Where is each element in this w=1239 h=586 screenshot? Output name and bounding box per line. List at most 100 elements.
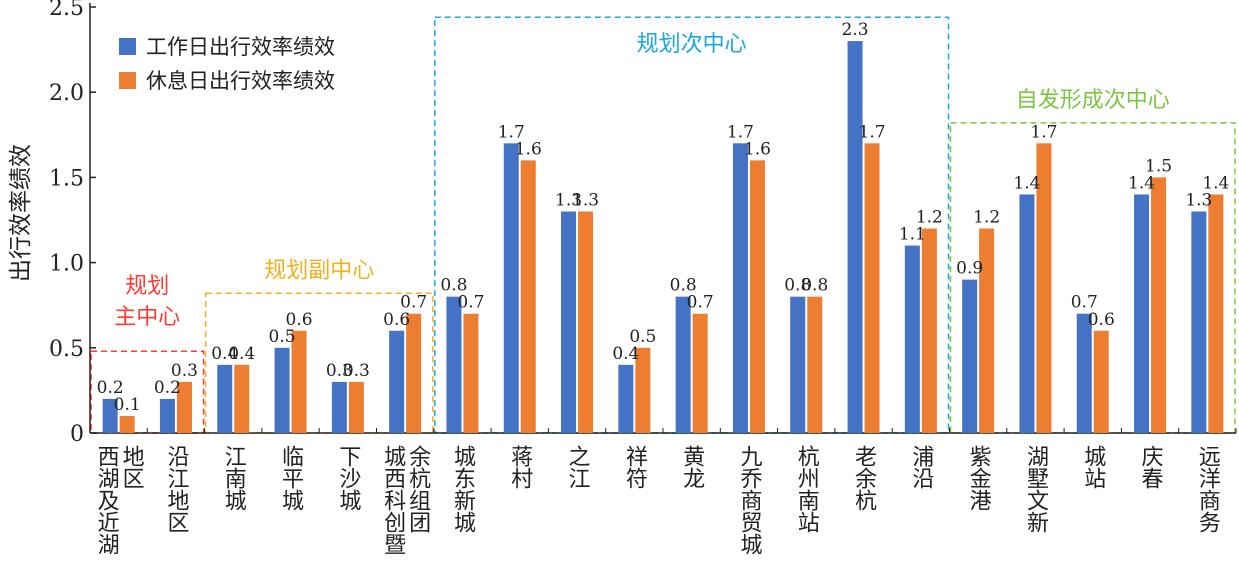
- bar-restday: [749, 160, 765, 434]
- y-tick-label: 0: [70, 422, 84, 447]
- bar-restday: [348, 381, 364, 433]
- category-label: 临平城: [278, 445, 304, 511]
- legend-label-restday: 休息日出行效率绩效: [146, 69, 335, 93]
- bar-workday: [102, 398, 118, 433]
- bar-restday: [979, 228, 995, 433]
- data-label-workday: 0.4: [612, 344, 639, 364]
- data-label-workday: 1.7: [498, 122, 525, 142]
- y-axis-label: 出行效率绩效: [8, 144, 34, 282]
- data-label-restday: 1.6: [744, 139, 771, 159]
- legend-swatch-workday: [119, 38, 136, 55]
- category-labels-layer: 西湖及近湖 地区 沿江地区 江南城 临平城 下沙城 城西科创暨 余杭组团 城东新城 蒋村 之江 祥符黄…: [94, 445, 1221, 555]
- bar-workday: [904, 245, 920, 433]
- bar-restday: [921, 228, 937, 433]
- data-label-workday: 1.3: [1185, 190, 1212, 210]
- bar-workday: [618, 364, 634, 433]
- category-label: 黄龙: [679, 445, 705, 489]
- category-label: 紫金港: [966, 445, 992, 511]
- y-tick-label: 1.5: [49, 166, 84, 191]
- category-label: 之江: [565, 445, 591, 489]
- category-label: 江南城: [221, 445, 247, 511]
- data-label-restday: 0.4: [228, 344, 255, 364]
- y-tick-label: 1.0: [49, 252, 84, 277]
- bar-workday: [274, 347, 290, 433]
- data-label-restday: 0.3: [171, 361, 198, 381]
- category-label: 余杭组团: [405, 445, 431, 533]
- data-label-workday: 0.9: [956, 259, 983, 279]
- data-label-restday: 0.7: [400, 293, 427, 313]
- data-label-restday: 1.4: [1202, 173, 1229, 193]
- bar-workday: [847, 41, 863, 433]
- data-label-workday: 0.5: [269, 327, 296, 347]
- data-label-restday: 1.5: [1145, 156, 1172, 176]
- data-label-workday: 0.8: [784, 276, 811, 296]
- category-label: 老余杭: [851, 445, 877, 511]
- bar-restday: [578, 211, 594, 433]
- bar-restday: [692, 313, 708, 433]
- data-label-restday: 0.3: [343, 361, 370, 381]
- bar-restday: [635, 347, 651, 433]
- category-label: 浦沿: [908, 445, 934, 489]
- data-label-workday: 1.7: [727, 122, 754, 142]
- bar-restday: [1093, 330, 1109, 433]
- bar-restday: [1151, 177, 1167, 433]
- data-label-workday: 0.4: [211, 344, 238, 364]
- category-label: 杭州南站: [794, 445, 820, 533]
- bar-restday: [520, 160, 536, 434]
- data-label-restday: 0.6: [286, 310, 313, 330]
- data-label-workday: 1.4: [1013, 173, 1040, 193]
- bar-restday: [1036, 143, 1052, 433]
- bar-workday: [217, 364, 233, 433]
- y-tick-label: 2.5: [49, 0, 84, 21]
- bar-restday: [1208, 194, 1224, 433]
- bars-layer: [102, 41, 1224, 434]
- data-label-workday: 0.7: [1071, 293, 1098, 313]
- data-label-restday: 1.3: [572, 190, 599, 210]
- group-label: 主中心: [114, 305, 180, 330]
- group-label: 规划次中心: [637, 32, 747, 57]
- data-label-workday: 0.8: [440, 276, 467, 296]
- data-label-workday: 1.1: [899, 225, 926, 245]
- group-box: [949, 122, 1236, 434]
- bar-workday: [1134, 194, 1150, 433]
- group-box: [434, 16, 950, 434]
- bar-restday: [406, 313, 422, 433]
- bar-restday: [234, 364, 250, 433]
- bar-restday: [119, 415, 135, 433]
- data-label-restday: 0.6: [1088, 310, 1115, 330]
- axes-layer: 0 0.5 1.0 1.5 2.0 2.5: [49, 0, 1237, 447]
- category-label: 蒋村: [507, 445, 533, 489]
- bar-workday: [732, 143, 748, 433]
- category-label: 西湖及近湖: [94, 445, 120, 555]
- bar-workday: [561, 211, 577, 433]
- data-label-workday: 0.2: [97, 378, 124, 398]
- bar-restday: [291, 330, 307, 433]
- bar-workday: [962, 279, 978, 433]
- category-label: 城站: [1080, 445, 1106, 489]
- bar-workday: [675, 296, 691, 433]
- data-label-restday: 1.2: [916, 208, 943, 228]
- data-label-restday: 1.2: [973, 208, 1000, 228]
- bar-workday: [159, 398, 175, 433]
- data-labels-layer: 0.2 0.20.40.50.30.60.81.71.30.40.81.70.82…: [97, 20, 1230, 415]
- category-label: 城东新城: [450, 445, 476, 533]
- group-label: 规划副中心: [264, 258, 374, 283]
- data-label-workday: 2.3: [842, 20, 869, 40]
- data-label-restday: 1.6: [515, 139, 542, 159]
- data-label-workday: 0.6: [383, 310, 410, 330]
- data-label-restday: 0.8: [801, 276, 828, 296]
- group-label: 自发形成次中心: [1016, 88, 1170, 113]
- data-label-restday: 0.5: [629, 327, 656, 347]
- data-label-workday: 1.4: [1128, 173, 1155, 193]
- bar-workday: [1019, 194, 1035, 433]
- bar-restday: [807, 296, 823, 433]
- category-label: 祥符: [622, 445, 648, 489]
- category-label: 下沙城: [335, 445, 361, 511]
- category-label: 城西科创暨: [380, 445, 406, 555]
- y-tick-label: 2.0: [49, 81, 84, 106]
- bar-restday: [864, 143, 880, 433]
- bar-workday: [790, 296, 806, 433]
- category-label: 远洋商务: [1195, 445, 1221, 533]
